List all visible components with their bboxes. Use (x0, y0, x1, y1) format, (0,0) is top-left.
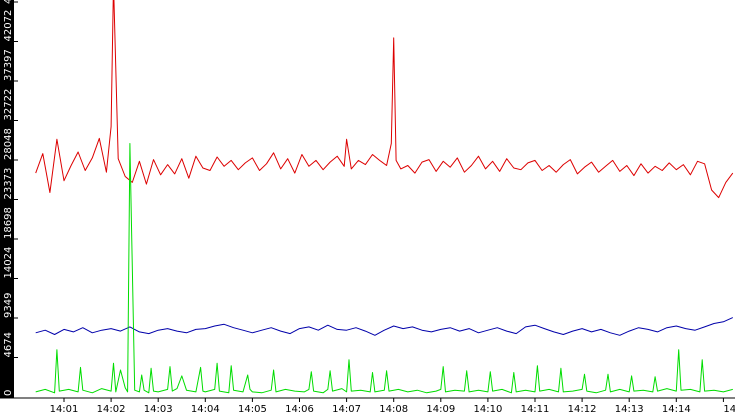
series-line-1 (35, 0, 734, 199)
y-tick-label: 4674 (3, 332, 14, 357)
y-tick-label: 28048 (3, 128, 14, 160)
x-tick-label: 14:12 (568, 404, 597, 415)
y-tick-label: 23373 (3, 168, 14, 200)
x-tick-label: 14:11 (521, 404, 550, 415)
series-line-3 (35, 143, 733, 394)
y-tick-label: 32722 (3, 89, 14, 121)
y-tick-label: 46747 (3, 0, 14, 4)
x-tick-label: 14:09 (426, 404, 455, 415)
x-tick-label: 14:05 (238, 404, 267, 415)
y-tick-label: 14024 (3, 247, 14, 279)
x-tick-label: 14:14 (662, 404, 691, 415)
x-tick-label: 14:03 (144, 404, 173, 415)
x-tick-label: 14:06 (285, 404, 314, 415)
x-tick-label: 14 (723, 404, 735, 415)
x-tick-label: 14:13 (615, 404, 644, 415)
x-tick-label: 14:01 (50, 404, 79, 415)
x-axis: 14:01 14:02 14:03 14:04 14:05 14:06 14:07 14:08… (50, 398, 735, 415)
x-tick-label: 14:02 (97, 404, 126, 415)
x-tick-label: 14:08 (379, 404, 408, 415)
x-tick-label: 14:10 (473, 404, 502, 415)
y-tick-label: 37397 (3, 49, 14, 81)
series-layer (35, 0, 734, 394)
y-tick-label: 42072 (3, 10, 14, 42)
y-tick-label: 9349 (3, 293, 14, 318)
y-axis-bar (0, 0, 14, 398)
y-tick-label: 18698 (3, 207, 14, 239)
x-axis-bar (0, 398, 735, 415)
series-line-2 (35, 317, 734, 336)
y-tick-label: 0 (3, 390, 14, 396)
x-tick-label: 14:07 (332, 404, 361, 415)
y-axis: 0 4674 9349 14024 18698 23373 28048 32722 37397 4… (3, 0, 18, 398)
x-tick-label: 14:04 (191, 404, 220, 415)
